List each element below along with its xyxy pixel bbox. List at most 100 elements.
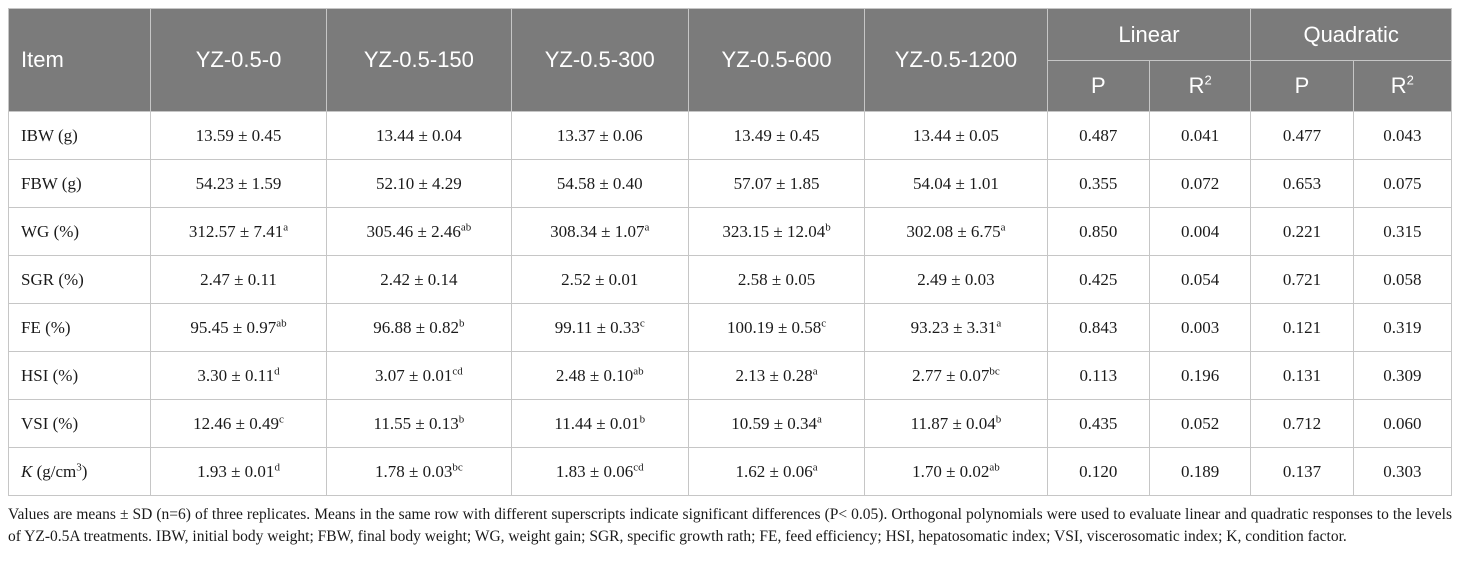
mean-sd-value: 3.30 ± 0.11	[197, 365, 275, 385]
quadratic-p-value: 0.121	[1250, 303, 1354, 352]
header-quadratic-r-base: R	[1390, 73, 1407, 98]
mean-sd-value: 1.93 ± 0.01	[197, 461, 275, 481]
linear-r2-value: 0.189	[1148, 447, 1252, 496]
treatment-value-cell: 96.88 ± 0.82b	[326, 303, 512, 352]
header-quadratic-r-sup: 2	[1406, 72, 1414, 88]
row-item-label: VSI (%)	[8, 399, 151, 448]
significance-superscript: b	[639, 412, 646, 425]
treatment-value-cell: 11.44 ± 0.01b	[510, 399, 689, 448]
significance-superscript: a	[996, 316, 1002, 329]
row-item-text: SGR (%)	[21, 269, 84, 289]
mean-sd-value: 52.10 ± 4.29	[375, 173, 462, 193]
header-group-600: YZ-0.5-600	[687, 8, 866, 112]
treatment-value-cell: 100.19 ± 0.58c	[687, 303, 866, 352]
linear-r2-value: 0.072	[1148, 159, 1252, 208]
significance-superscript: ab	[276, 316, 287, 329]
header-group-1200: YZ-0.5-1200	[864, 8, 1048, 112]
mean-sd-value: 2.49 ± 0.03	[917, 269, 995, 289]
row-item-text: WG (%)	[21, 221, 80, 241]
treatment-value-cell: 13.59 ± 0.45	[149, 111, 328, 160]
significance-superscript: a	[817, 412, 822, 425]
significance-superscript: cd	[633, 460, 644, 473]
significance-superscript: ab	[460, 220, 472, 233]
table-row: K (g/cm3) 1.93 ± 0.01d 1.78 ± 0.03bc 1.83 ±…	[8, 447, 1453, 496]
significance-superscript: c	[639, 316, 645, 329]
quadratic-p-value: 0.477	[1250, 111, 1354, 160]
header-group-300: YZ-0.5-300	[510, 8, 689, 112]
table-header: Item YZ-0.5-0 YZ-0.5-150 YZ-0.5-300 YZ-0…	[8, 8, 1453, 112]
significance-superscript: a	[644, 220, 650, 233]
table-row: FE (%) 95.45 ± 0.97ab 96.88 ± 0.82b 99.11 ±…	[8, 303, 1453, 352]
significance-superscript: a	[812, 364, 818, 377]
mean-sd-value: 2.58 ± 0.05	[737, 269, 816, 289]
mean-sd-value: 2.48 ± 0.10	[555, 365, 634, 385]
mean-sd-value: 13.37 ± 0.06	[556, 125, 643, 145]
mean-sd-value: 2.47 ± 0.11	[200, 269, 277, 289]
header-group-150: YZ-0.5-150	[326, 8, 512, 112]
row-item-text: VSI (%)	[21, 413, 79, 433]
row-item-label: FBW (g)	[8, 159, 151, 208]
header-row-primary: Item YZ-0.5-0 YZ-0.5-150 YZ-0.5-300 YZ-0…	[8, 8, 1452, 112]
header-linear: Linear	[1046, 8, 1252, 61]
table-row: VSI (%) 12.46 ± 0.49c 11.55 ± 0.13b 11.44 ±…	[8, 399, 1453, 448]
quadratic-p-value: 0.721	[1250, 255, 1354, 304]
treatment-value-cell: 1.93 ± 0.01d	[149, 447, 328, 496]
treatment-value-cell: 11.87 ± 0.04b	[864, 399, 1048, 448]
significance-superscript: a	[812, 460, 818, 473]
treatment-value-cell: 13.49 ± 0.45	[687, 111, 866, 160]
treatment-value-cell: 52.10 ± 4.29	[326, 159, 512, 208]
treatment-value-cell: 308.34 ± 1.07a	[510, 207, 689, 256]
treatment-value-cell: 1.78 ± 0.03bc	[326, 447, 512, 496]
header-quadratic-r2: R2	[1352, 60, 1453, 112]
linear-p-value: 0.355	[1046, 159, 1150, 208]
row-item-tail: )	[81, 461, 88, 481]
header-group-0: YZ-0.5-0	[149, 8, 328, 112]
treatment-value-cell: 3.30 ± 0.11d	[149, 351, 328, 400]
mean-sd-value: 323.15 ± 12.04	[722, 221, 826, 241]
linear-r2-value: 0.041	[1148, 111, 1252, 160]
treatment-value-cell: 54.58 ± 0.40	[510, 159, 689, 208]
quadratic-r2-value: 0.309	[1352, 351, 1453, 400]
row-item-text: (g/cm	[32, 461, 77, 481]
header-linear-r-base: R	[1188, 73, 1205, 98]
treatment-value-cell: 95.45 ± 0.97ab	[149, 303, 328, 352]
mean-sd-value: 96.88 ± 0.82	[373, 317, 460, 337]
treatment-value-cell: 302.08 ± 6.75a	[864, 207, 1048, 256]
row-item-text: FE (%)	[21, 317, 71, 337]
quadratic-r2-value: 0.315	[1352, 207, 1453, 256]
row-item-label: HSI (%)	[8, 351, 151, 400]
quadratic-p-value: 0.137	[1250, 447, 1354, 496]
significance-superscript: a	[1000, 220, 1006, 233]
significance-superscript: d	[274, 364, 280, 377]
row-item-text: FBW (g)	[21, 173, 82, 193]
linear-r2-value: 0.054	[1148, 255, 1252, 304]
linear-r2-value: 0.003	[1148, 303, 1252, 352]
treatment-value-cell: 1.70 ± 0.02ab	[864, 447, 1048, 496]
mean-sd-value: 12.46 ± 0.49	[193, 413, 279, 433]
linear-r2-value: 0.052	[1148, 399, 1252, 448]
mean-sd-value: 13.44 ± 0.05	[913, 125, 999, 145]
growth-performance-table: Item YZ-0.5-0 YZ-0.5-150 YZ-0.5-300 YZ-0…	[8, 8, 1453, 496]
significance-superscript: d	[274, 460, 280, 473]
treatment-value-cell: 93.23 ± 3.31a	[864, 303, 1048, 352]
treatment-value-cell: 2.49 ± 0.03	[864, 255, 1048, 304]
row-item-text: HSI (%)	[21, 365, 79, 385]
treatment-value-cell: 54.23 ± 1.59	[149, 159, 328, 208]
mean-sd-value: 54.23 ± 1.59	[195, 173, 282, 193]
quadratic-p-value: 0.221	[1250, 207, 1354, 256]
table-footnote: Values are means ± SD (n=6) of three rep…	[8, 506, 1452, 545]
significance-superscript: c	[821, 316, 827, 329]
quadratic-r2-value: 0.075	[1352, 159, 1453, 208]
significance-superscript: b	[459, 316, 465, 329]
treatment-value-cell: 10.59 ± 0.34a	[687, 399, 866, 448]
mean-sd-value: 2.77 ± 0.07	[912, 365, 990, 385]
treatment-value-cell: 323.15 ± 12.04b	[687, 207, 866, 256]
results-table-container: Item YZ-0.5-0 YZ-0.5-150 YZ-0.5-300 YZ-0…	[8, 8, 1453, 548]
quadratic-r2-value: 0.058	[1352, 255, 1453, 304]
mean-sd-value: 11.55 ± 0.13	[373, 413, 459, 433]
mean-sd-value: 57.07 ± 1.85	[733, 173, 820, 193]
quadratic-p-value: 0.712	[1250, 399, 1354, 448]
significance-superscript: a	[283, 220, 289, 233]
linear-p-value: 0.435	[1046, 399, 1150, 448]
table-row: HSI (%) 3.30 ± 0.11d 3.07 ± 0.01cd 2.48 ± 0…	[8, 351, 1453, 400]
